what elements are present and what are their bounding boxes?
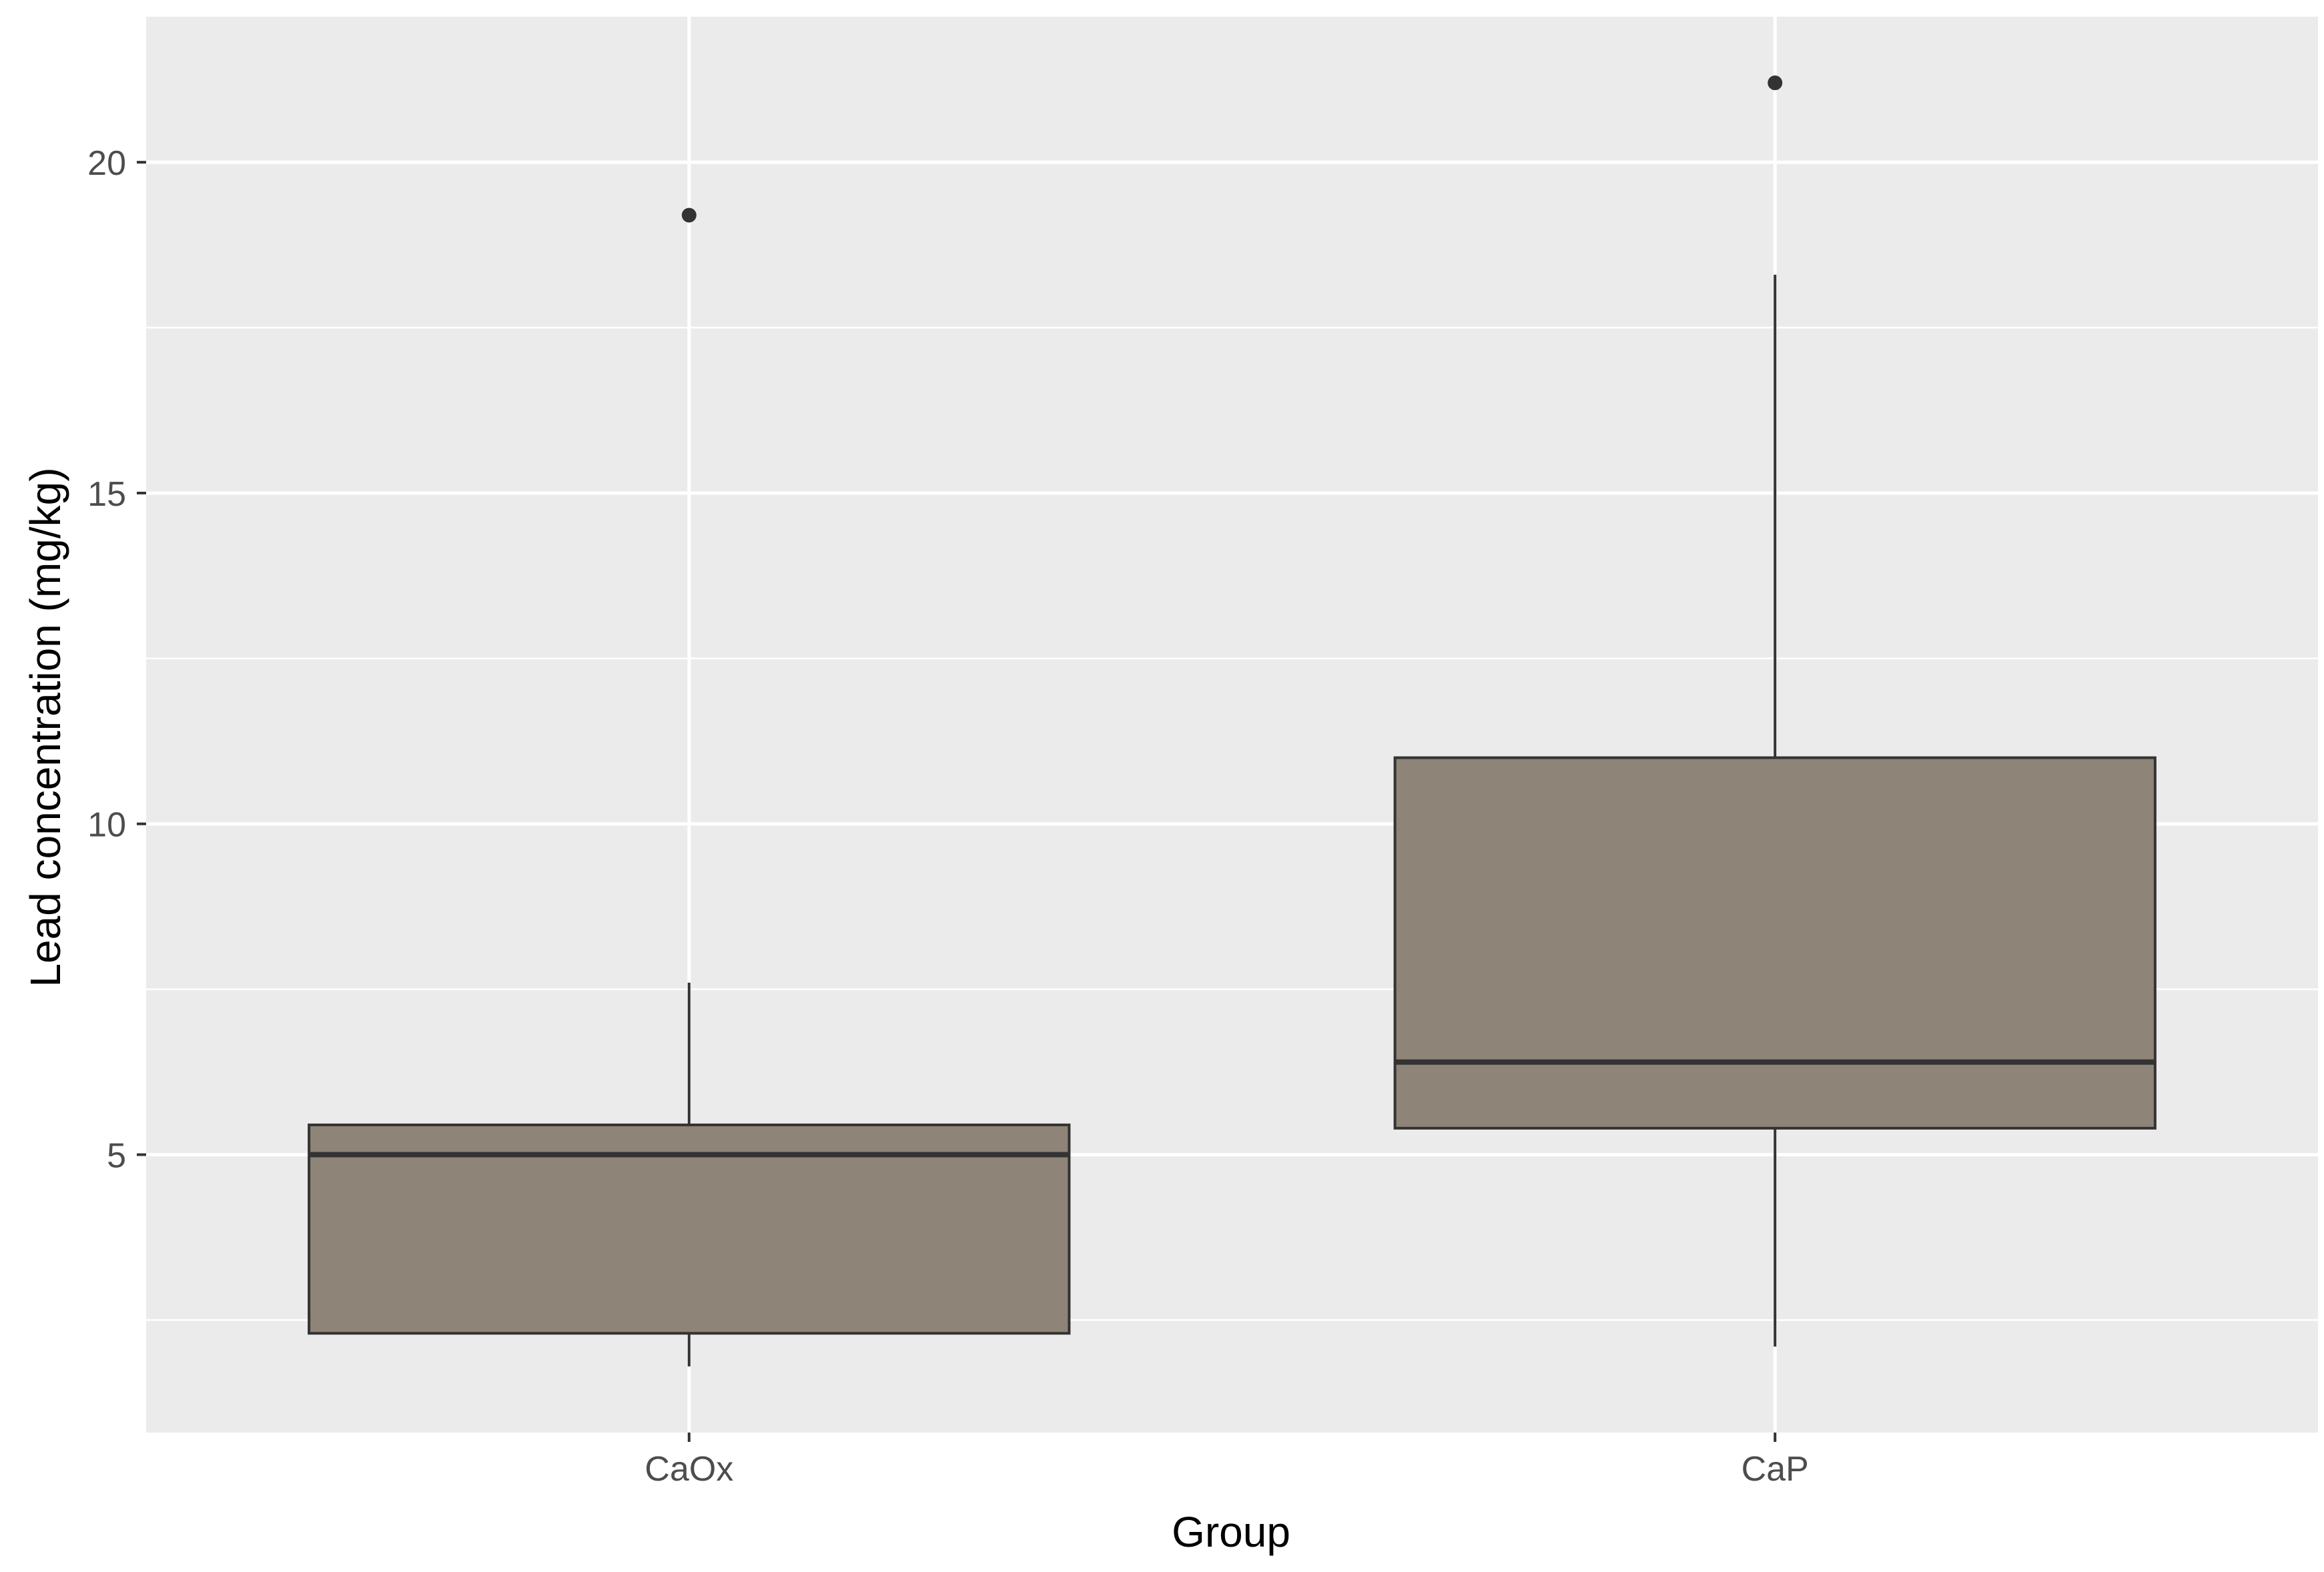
y-axis-title: Lead concentration (mg/kg) xyxy=(21,467,69,987)
outlier-point xyxy=(681,208,697,223)
y-tick-label: 5 xyxy=(107,1137,126,1176)
axis-tick-marks xyxy=(137,161,1777,1442)
x-axis-title: Group xyxy=(1172,1508,1290,1556)
box xyxy=(1393,756,2157,1130)
y-tick-labels: 5 10 15 20 xyxy=(87,144,126,1175)
y-tick-label: 15 xyxy=(87,475,126,514)
box xyxy=(308,1123,1071,1335)
box-group xyxy=(308,208,1071,1366)
outlier-point xyxy=(1768,75,1783,91)
x-tick-label: CaOx xyxy=(645,1450,733,1489)
box-group xyxy=(1393,75,2157,1347)
x-tick-labels: CaOx CaP xyxy=(645,1450,1809,1489)
x-tick-label: CaP xyxy=(1741,1450,1809,1489)
y-tick-label: 10 xyxy=(87,806,126,845)
y-tick-label: 20 xyxy=(87,144,126,183)
boxes-layer xyxy=(308,75,2157,1366)
